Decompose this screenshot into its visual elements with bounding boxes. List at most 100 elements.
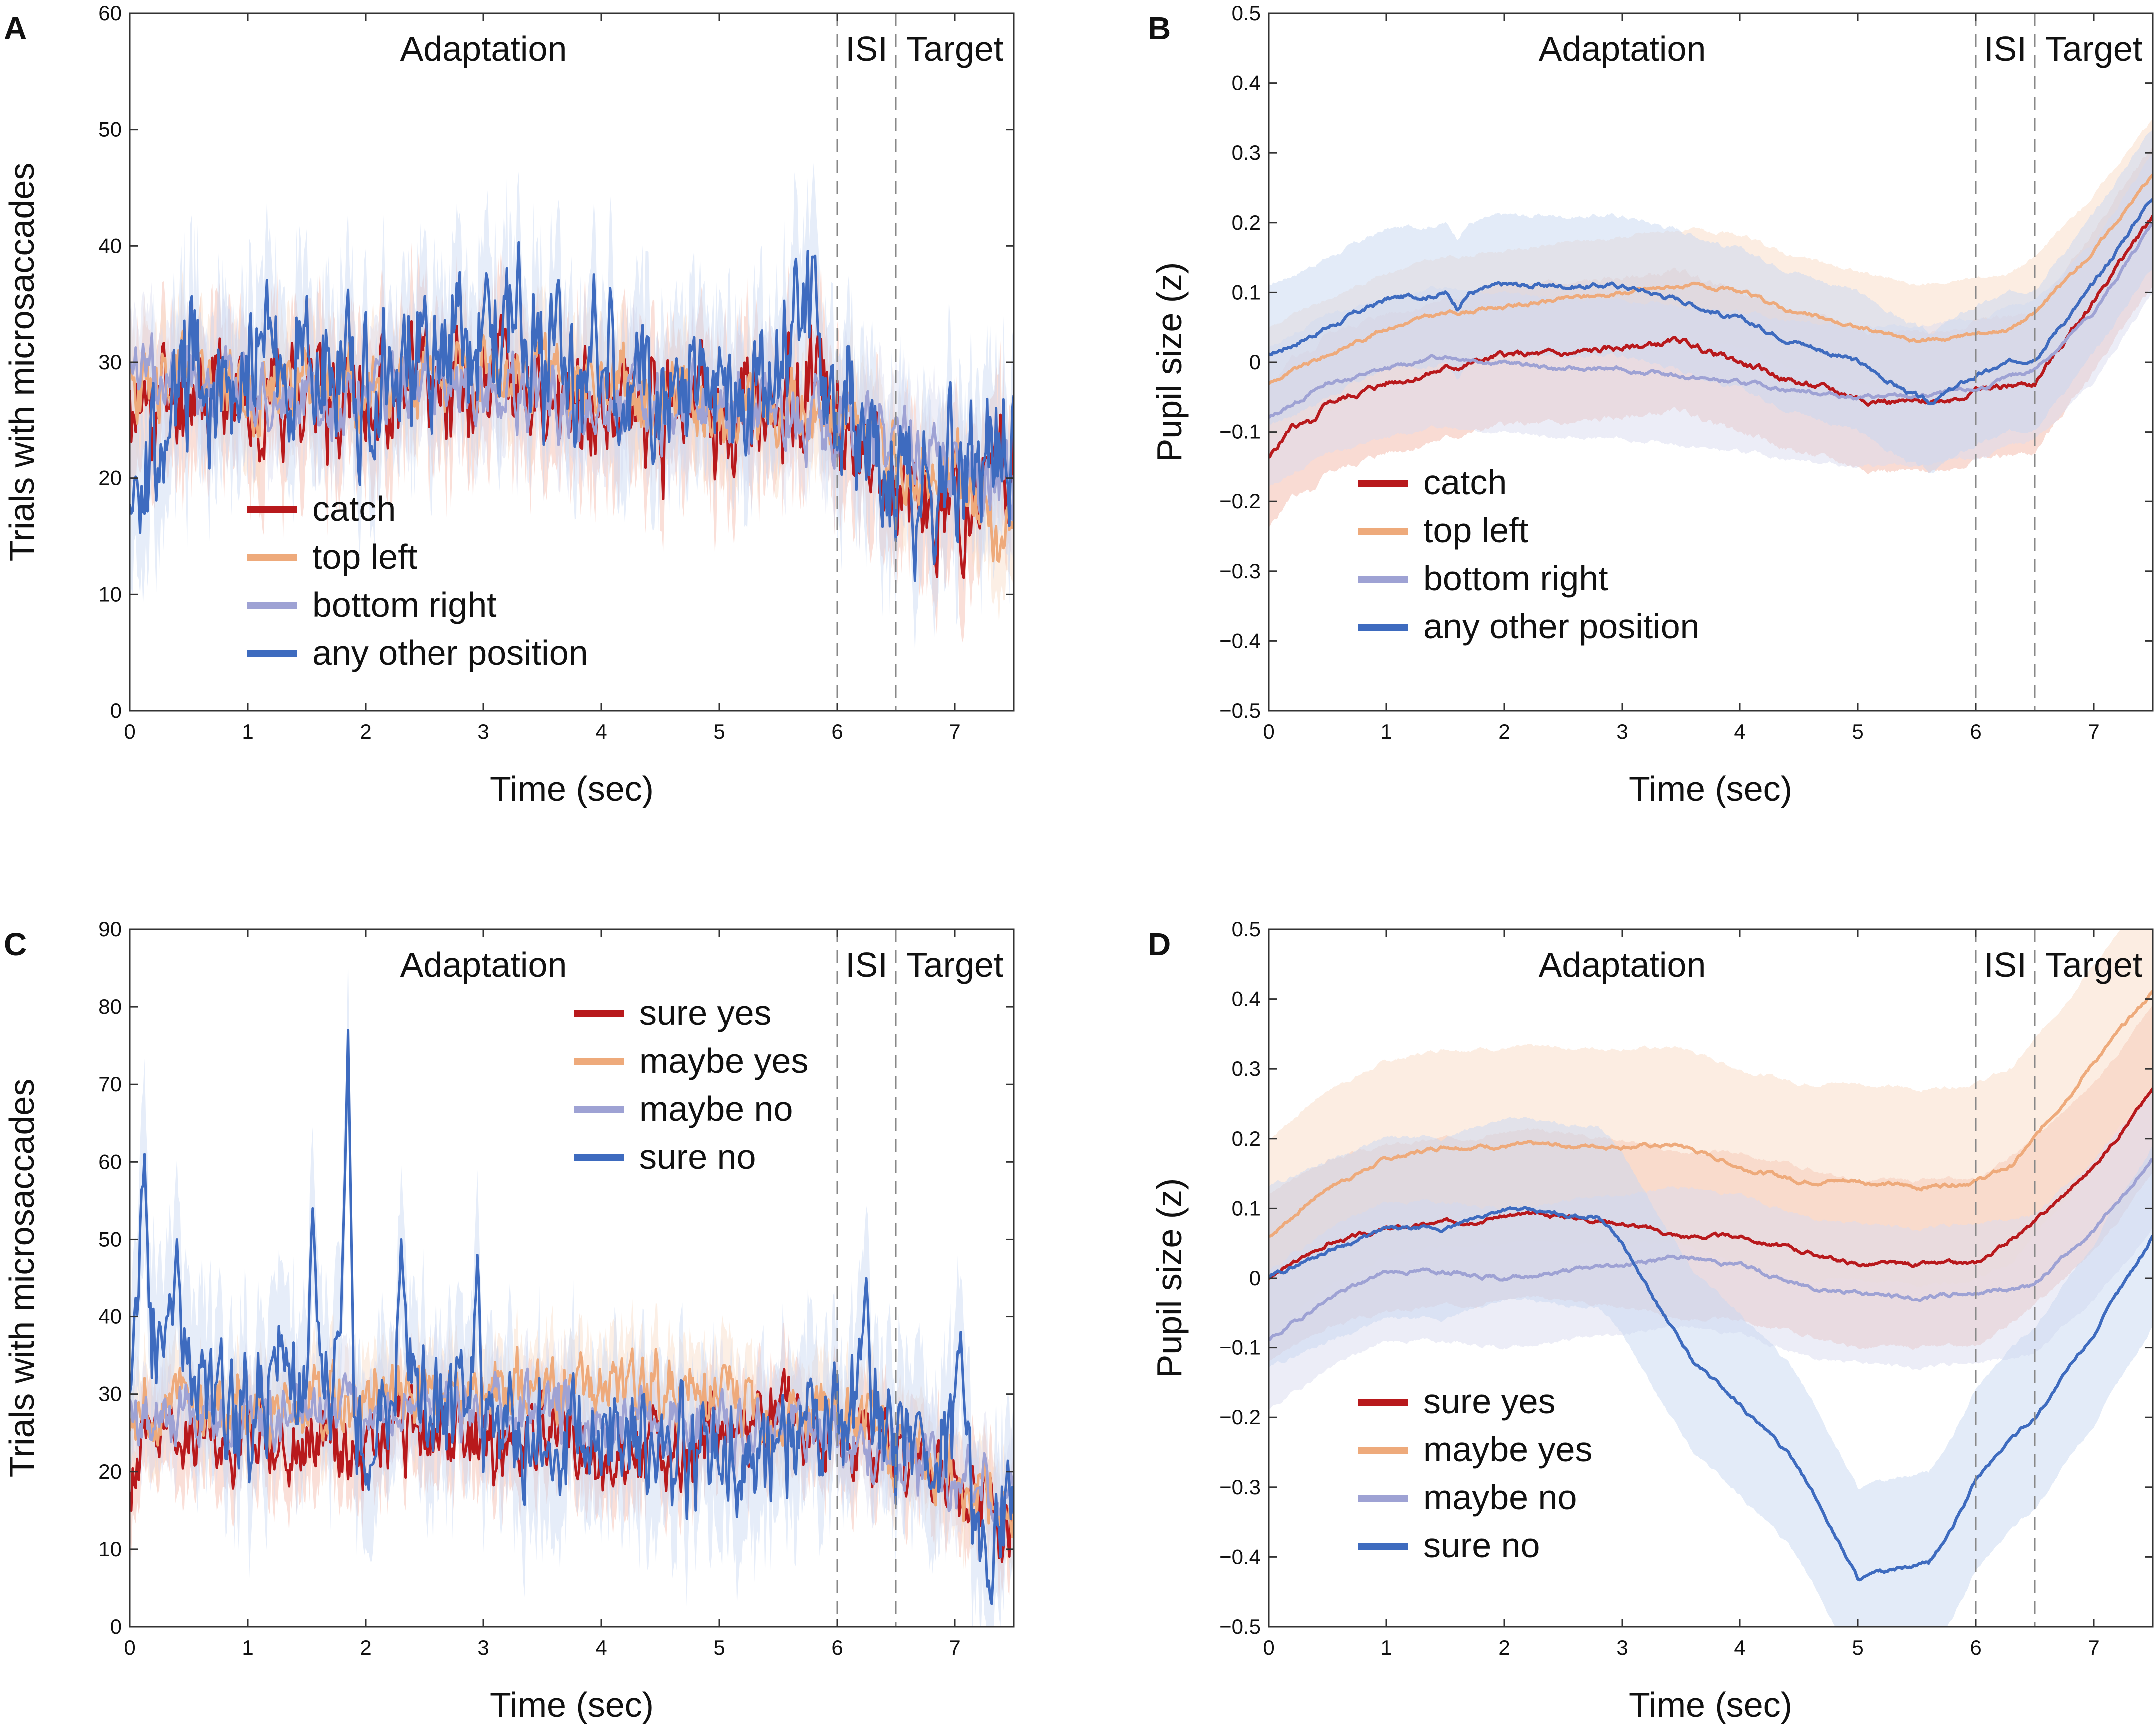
band-sure-no [130, 954, 1014, 1627]
x-tick-label: 5 [1852, 720, 1863, 743]
band-maybe-yes [130, 1298, 1014, 1573]
y-tick-label: −0.5 [1219, 1615, 1261, 1638]
legend-label: catch [1423, 463, 1507, 502]
phase-label-adaptation: Adaptation [400, 29, 567, 68]
phase-label-adaptation: Adaptation [1539, 29, 1706, 68]
x-tick-label: 6 [1970, 1636, 1981, 1659]
y-tick-label: 60 [98, 1, 122, 25]
y-tick-label: −0.4 [1219, 629, 1261, 652]
y-axis-title: Pupil size (z) [1150, 1178, 1189, 1378]
phase-label-adaptation: Adaptation [1539, 945, 1706, 984]
x-tick-label: 6 [831, 1636, 843, 1659]
plot-area [130, 163, 1014, 654]
series-line-any-other-position [1269, 198, 2153, 406]
phase-label-target: Target [906, 945, 1004, 984]
phase-label-target: Target [2045, 29, 2143, 68]
x-tick-label: 4 [595, 1636, 607, 1659]
x-tick-label: 2 [1498, 1636, 1510, 1659]
y-tick-label: −0.5 [1219, 699, 1261, 722]
x-tick-label: 7 [949, 720, 960, 743]
legend-label: top left [312, 537, 417, 576]
x-tick-label: 5 [713, 1636, 725, 1659]
legend-label: maybe no [1423, 1478, 1577, 1517]
legend-label: catch [312, 489, 396, 528]
x-tick-label: 3 [477, 720, 489, 743]
legend-label: any other position [312, 633, 588, 672]
x-axis-title: Time (sec) [490, 769, 654, 808]
y-tick-label: 0.3 [1232, 141, 1261, 164]
y-axis-title: Trials with microsaccades [2, 1079, 41, 1478]
y-tick-label: 0 [110, 699, 122, 722]
y-tick-label: 0.4 [1232, 987, 1261, 1011]
series-line-bottom-right [130, 332, 1014, 521]
x-tick-label: 4 [595, 720, 607, 743]
x-tick-label: 1 [1380, 1636, 1392, 1659]
y-tick-label: 20 [98, 466, 122, 490]
y-tick-label: 0.5 [1232, 917, 1261, 941]
y-tick-label: 30 [98, 350, 122, 374]
x-tick-label: 3 [1616, 1636, 1628, 1659]
band-any-other-position [1269, 129, 2153, 473]
legend-label: maybe no [639, 1089, 793, 1128]
x-tick-label: 0 [124, 1636, 135, 1659]
panel-b: 0 1 2 3 4 5 6 7 −0.5 −0.4 −0.3 −0.2 −0.1 0 0.1 0.2 0.3 0.… [1148, 1, 2154, 808]
x-axis-title: Time (sec) [490, 1685, 654, 1724]
y-tick-label: 0.1 [1232, 1196, 1261, 1220]
x-tick-label: 7 [949, 1636, 960, 1659]
plot-area [1269, 118, 2153, 528]
y-tick-label: 0 [110, 1615, 122, 1638]
panel-d: 0 1 2 3 4 5 6 7 −0.5 −0.4 −0.3 −0.2 −0.1 0 0.1 0.2 0.3 0.… [1148, 917, 2154, 1724]
x-tick-label: 6 [831, 720, 843, 743]
legend-label: sure yes [639, 993, 772, 1032]
legend: catch top left bottom right any other posit… [247, 489, 588, 672]
phase-label-adaptation: Adaptation [400, 945, 567, 984]
phase-label-isi: ISI [845, 945, 888, 984]
y-tick-label: 40 [98, 1305, 122, 1328]
y-tick-label: 10 [98, 582, 122, 606]
y-axis-title: Trials with microsaccades [2, 163, 41, 562]
x-tick-label: 3 [477, 1636, 489, 1659]
y-tick-label: 0 [1249, 350, 1261, 374]
series-line-maybe-yes [1269, 990, 2153, 1238]
phase-label-target: Target [906, 29, 1004, 68]
legend-label: sure yes [1423, 1382, 1556, 1421]
x-tick-label: 1 [242, 720, 253, 743]
x-tick-label: 0 [1263, 1636, 1274, 1659]
y-axis-title: Pupil size (z) [1150, 262, 1189, 462]
y-tick-label: 60 [98, 1150, 122, 1173]
series-line-any-other-position [130, 241, 1014, 582]
x-axis-title: Time (sec) [1629, 769, 1792, 808]
y-tick-label: −0.3 [1219, 559, 1261, 583]
legend: sure yes maybe yes maybe no sure no [1358, 1382, 1592, 1565]
y-tick-label: 20 [98, 1460, 122, 1483]
x-tick-label: 5 [1852, 1636, 1863, 1659]
x-tick-label: 6 [1970, 720, 1981, 743]
x-tick-label: 5 [713, 720, 725, 743]
x-tick-label: 2 [1498, 720, 1510, 743]
series-line-catch [1269, 215, 2153, 459]
x-tick-label: 4 [1734, 1636, 1745, 1659]
x-axis-title: Time (sec) [1629, 1685, 1792, 1724]
y-tick-label: 10 [98, 1537, 122, 1561]
legend-label: bottom right [1423, 559, 1608, 598]
legend-label: any other position [1423, 607, 1700, 646]
series-line-maybe-no [1269, 1158, 2153, 1342]
y-tick-label: 50 [98, 1227, 122, 1251]
y-tick-label: 0.2 [1232, 1127, 1261, 1150]
y-tick-label: 0.4 [1232, 71, 1261, 95]
panel-letter: C [4, 926, 27, 962]
y-tick-label: 0 [1249, 1266, 1261, 1290]
x-tick-label: 1 [242, 1636, 253, 1659]
y-tick-label: 0.3 [1232, 1057, 1261, 1080]
legend-label: maybe yes [639, 1041, 808, 1080]
legend-label: maybe yes [1423, 1430, 1592, 1469]
legend-label: sure no [639, 1137, 756, 1176]
series-line-sure-no [130, 1029, 1014, 1605]
series-line-sure-no [1269, 1206, 2153, 1582]
x-tick-label: 3 [1616, 720, 1628, 743]
phase-label-isi: ISI [845, 29, 888, 68]
phase-label-target: Target [2045, 945, 2143, 984]
panel-letter: D [1148, 926, 1171, 962]
